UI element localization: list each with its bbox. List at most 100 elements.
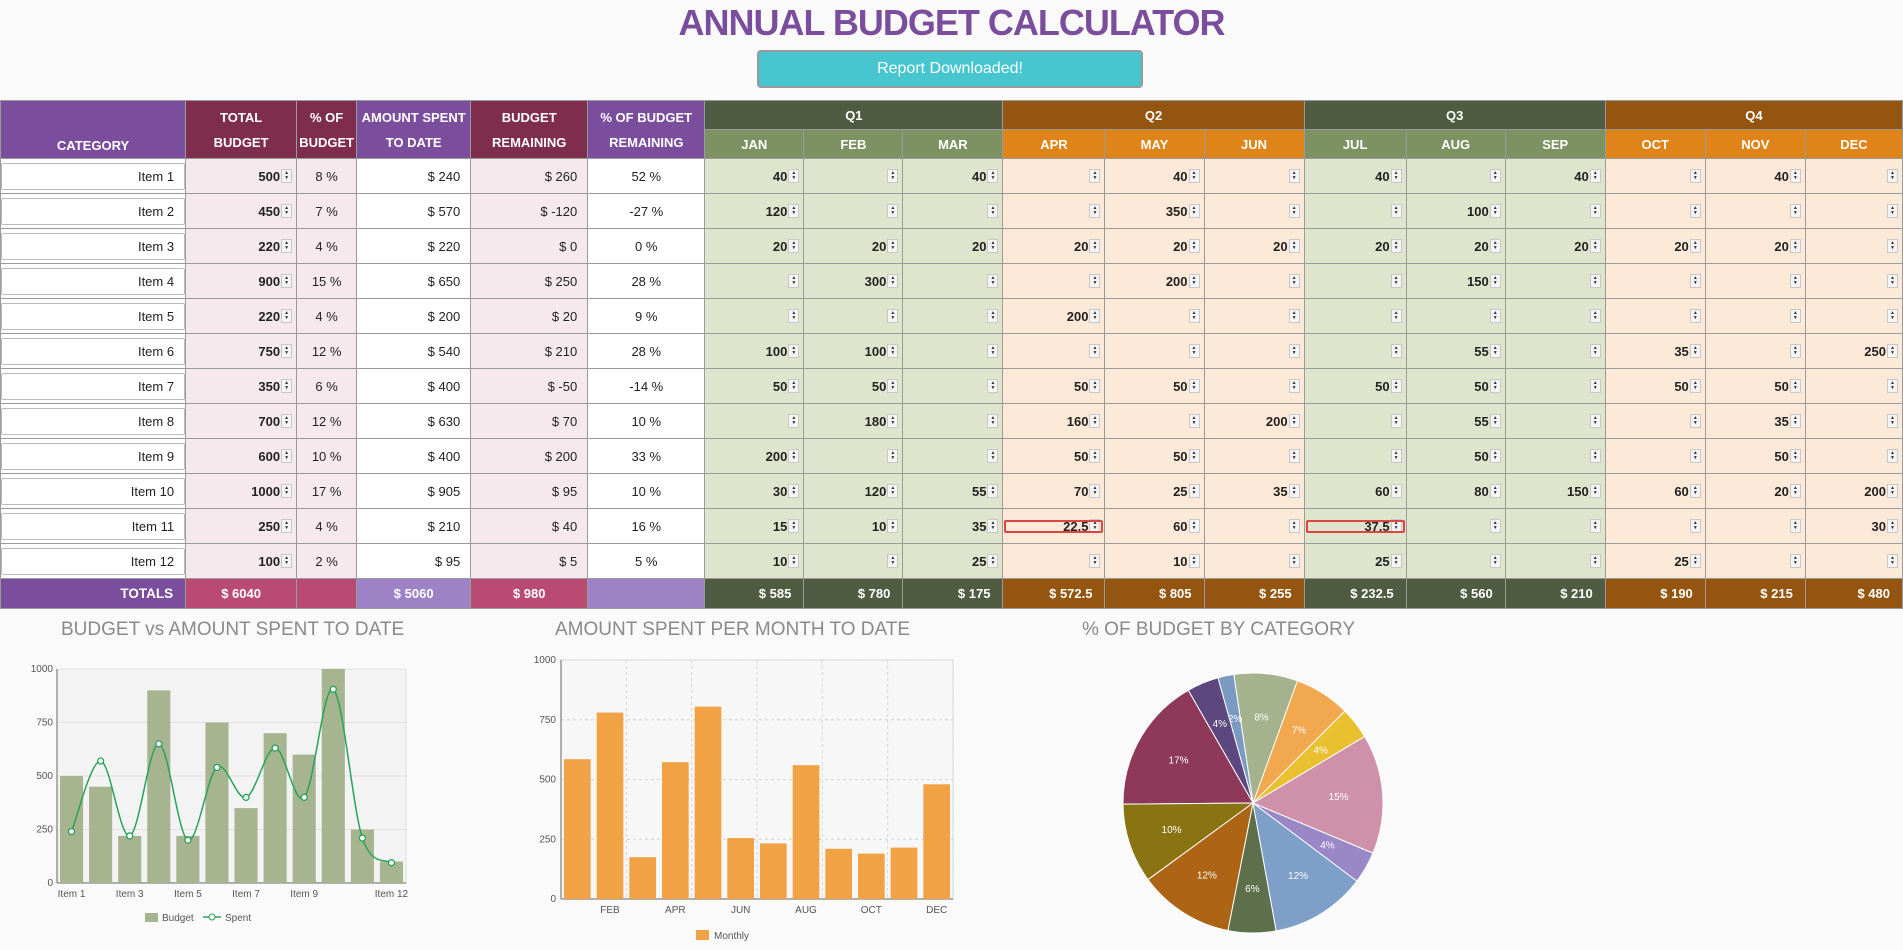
spinner-arrows-icon[interactable]: ▲ ▼ — [1789, 449, 1801, 463]
month-input-feb[interactable]: 300 ▲ ▼ — [803, 263, 904, 299]
month-input-oct[interactable]: ▲ ▼ — [1604, 158, 1706, 194]
spinner-arrows-icon[interactable]: ▲ ▼ — [1689, 414, 1701, 428]
spinner-arrows-icon[interactable]: ▲ ▼ — [887, 519, 899, 533]
month-input-jul[interactable]: 40 ▲ ▼ — [1303, 158, 1407, 194]
spinner-arrows-icon[interactable]: ▲ ▼ — [1390, 519, 1402, 533]
month-input-aug[interactable]: ▲ ▼ — [1405, 158, 1506, 194]
spinner-arrows-icon[interactable]: ▲ ▼ — [1589, 204, 1601, 218]
month-input-jul[interactable]: ▲ ▼ — [1303, 333, 1407, 369]
month-input-sep[interactable]: 40 ▲ ▼ — [1504, 158, 1606, 194]
month-input-sep[interactable]: ▲ ▼ — [1504, 543, 1606, 579]
month-input-apr[interactable]: 200 ▲ ▼ — [1002, 298, 1106, 334]
month-input-nov[interactable]: 40 ▲ ▼ — [1704, 158, 1806, 194]
month-input-jul[interactable]: 50 ▲ ▼ — [1303, 368, 1407, 404]
spinner-arrows-icon[interactable]: ▲ ▼ — [281, 449, 293, 463]
spinner-arrows-icon[interactable]: ▲ ▼ — [281, 484, 293, 498]
spinner-arrows-icon[interactable]: ▲ ▼ — [1789, 484, 1801, 498]
spinner-arrows-icon[interactable]: ▲ ▼ — [1288, 169, 1300, 183]
month-input-mar[interactable]: ▲ ▼ — [902, 263, 1004, 299]
spinner-arrows-icon[interactable]: ▲ ▼ — [1689, 274, 1701, 288]
spinner-arrows-icon[interactable]: ▲ ▼ — [1390, 204, 1402, 218]
spinner-arrows-icon[interactable]: ▲ ▼ — [1789, 274, 1801, 288]
month-input-jan[interactable]: 200 ▲ ▼ — [704, 438, 805, 474]
spinner-arrows-icon[interactable]: ▲ ▼ — [1887, 449, 1898, 463]
month-input-nov[interactable]: ▲ ▼ — [1704, 543, 1806, 579]
total-budget-input[interactable]: 250 ▲ ▼ — [185, 508, 298, 544]
month-input-jan[interactable]: 50 ▲ ▼ — [704, 368, 805, 404]
spinner-arrows-icon[interactable]: ▲ ▼ — [1288, 519, 1300, 533]
month-input-feb[interactable]: 10 ▲ ▼ — [803, 508, 904, 544]
spinner-arrows-icon[interactable]: ▲ ▼ — [1489, 554, 1501, 568]
month-input-mar[interactable]: ▲ ▼ — [902, 403, 1004, 439]
spinner-arrows-icon[interactable]: ▲ ▼ — [1089, 414, 1101, 428]
month-input-feb[interactable]: ▲ ▼ — [803, 193, 904, 229]
month-input-may[interactable]: 350 ▲ ▼ — [1104, 193, 1205, 229]
month-input-jul[interactable]: ▲ ▼ — [1303, 298, 1407, 334]
month-input-jun[interactable]: 35 ▲ ▼ — [1203, 473, 1305, 509]
spinner-arrows-icon[interactable]: ▲ ▼ — [1689, 484, 1701, 498]
total-budget-input[interactable]: 600 ▲ ▼ — [185, 438, 298, 474]
month-input-oct[interactable]: ▲ ▼ — [1604, 263, 1706, 299]
spinner-arrows-icon[interactable]: ▲ ▼ — [1589, 274, 1601, 288]
spinner-arrows-icon[interactable]: ▲ ▼ — [987, 169, 999, 183]
spinner-arrows-icon[interactable]: ▲ ▼ — [887, 414, 899, 428]
spinner-arrows-icon[interactable]: ▲ ▼ — [281, 554, 293, 568]
spinner-arrows-icon[interactable]: ▲ ▼ — [1789, 169, 1801, 183]
spinner-arrows-icon[interactable]: ▲ ▼ — [1789, 379, 1801, 393]
spinner-arrows-icon[interactable]: ▲ ▼ — [1390, 484, 1402, 498]
month-input-oct[interactable]: 60 ▲ ▼ — [1604, 473, 1706, 509]
month-input-nov[interactable]: 20 ▲ ▼ — [1704, 228, 1806, 264]
spinner-arrows-icon[interactable]: ▲ ▼ — [1887, 484, 1898, 498]
spinner-arrows-icon[interactable]: ▲ ▼ — [1089, 519, 1101, 533]
spinner-arrows-icon[interactable]: ▲ ▼ — [1689, 169, 1701, 183]
month-input-may[interactable]: 25 ▲ ▼ — [1104, 473, 1205, 509]
spinner-arrows-icon[interactable]: ▲ ▼ — [788, 414, 800, 428]
spinner-arrows-icon[interactable]: ▲ ▼ — [1489, 274, 1501, 288]
spinner-arrows-icon[interactable]: ▲ ▼ — [887, 449, 899, 463]
total-budget-input[interactable]: 100 ▲ ▼ — [185, 543, 298, 579]
month-input-sep[interactable]: ▲ ▼ — [1504, 298, 1606, 334]
spinner-arrows-icon[interactable]: ▲ ▼ — [1390, 554, 1402, 568]
month-input-sep[interactable]: ▲ ▼ — [1504, 403, 1606, 439]
month-input-aug[interactable]: 50 ▲ ▼ — [1405, 438, 1506, 474]
spinner-arrows-icon[interactable]: ▲ ▼ — [1288, 274, 1300, 288]
spinner-arrows-icon[interactable]: ▲ ▼ — [788, 239, 800, 253]
spinner-arrows-icon[interactable]: ▲ ▼ — [1288, 344, 1300, 358]
month-input-feb[interactable]: 120 ▲ ▼ — [803, 473, 904, 509]
total-budget-input[interactable]: 220 ▲ ▼ — [185, 228, 298, 264]
spinner-arrows-icon[interactable]: ▲ ▼ — [987, 414, 999, 428]
spinner-arrows-icon[interactable]: ▲ ▼ — [1789, 309, 1801, 323]
spinner-arrows-icon[interactable]: ▲ ▼ — [1288, 309, 1300, 323]
month-input-jan[interactable]: 120 ▲ ▼ — [704, 193, 805, 229]
month-input-aug[interactable]: 55 ▲ ▼ — [1405, 333, 1506, 369]
spinner-arrows-icon[interactable]: ▲ ▼ — [1887, 519, 1898, 533]
month-input-oct[interactable]: ▲ ▼ — [1604, 438, 1706, 474]
month-input-apr[interactable]: 160 ▲ ▼ — [1002, 403, 1106, 439]
spinner-arrows-icon[interactable]: ▲ ▼ — [887, 379, 899, 393]
month-input-feb[interactable]: ▲ ▼ — [803, 158, 904, 194]
spinner-arrows-icon[interactable]: ▲ ▼ — [1589, 239, 1601, 253]
spinner-arrows-icon[interactable]: ▲ ▼ — [1390, 309, 1402, 323]
spinner-arrows-icon[interactable]: ▲ ▼ — [1789, 414, 1801, 428]
month-input-oct[interactable]: ▲ ▼ — [1604, 403, 1706, 439]
month-input-may[interactable]: ▲ ▼ — [1104, 298, 1205, 334]
month-input-jul[interactable]: 25 ▲ ▼ — [1303, 543, 1407, 579]
spinner-arrows-icon[interactable]: ▲ ▼ — [1288, 239, 1300, 253]
month-input-mar[interactable]: 55 ▲ ▼ — [902, 473, 1004, 509]
month-input-aug[interactable]: ▲ ▼ — [1405, 298, 1506, 334]
spinner-arrows-icon[interactable]: ▲ ▼ — [1789, 344, 1801, 358]
spinner-arrows-icon[interactable]: ▲ ▼ — [281, 309, 293, 323]
month-input-nov[interactable]: 50 ▲ ▼ — [1704, 438, 1806, 474]
month-input-nov[interactable]: 50 ▲ ▼ — [1704, 368, 1806, 404]
spinner-arrows-icon[interactable]: ▲ ▼ — [1390, 344, 1402, 358]
month-input-nov[interactable]: ▲ ▼ — [1704, 333, 1806, 369]
spinner-arrows-icon[interactable]: ▲ ▼ — [987, 274, 999, 288]
month-input-dec[interactable]: ▲ ▼ — [1804, 368, 1903, 404]
month-input-oct[interactable]: 50 ▲ ▼ — [1604, 368, 1706, 404]
spinner-arrows-icon[interactable]: ▲ ▼ — [987, 344, 999, 358]
total-budget-input[interactable]: 1000 ▲ ▼ — [185, 473, 298, 509]
spinner-arrows-icon[interactable]: ▲ ▼ — [788, 449, 800, 463]
month-input-jul[interactable]: ▲ ▼ — [1303, 193, 1407, 229]
spinner-arrows-icon[interactable]: ▲ ▼ — [1589, 169, 1601, 183]
spinner-arrows-icon[interactable]: ▲ ▼ — [1089, 204, 1101, 218]
